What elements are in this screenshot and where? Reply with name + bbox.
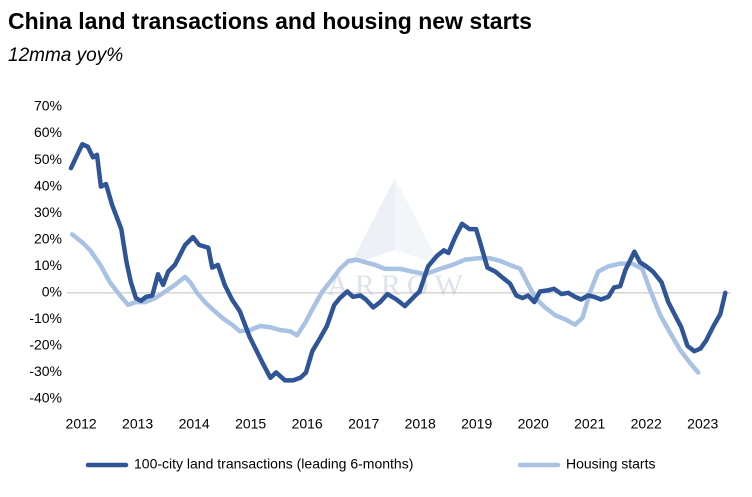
y-tick-label: 60%: [34, 124, 62, 140]
y-tick-label: -40%: [29, 390, 62, 406]
chart-subtitle: 12mma yoy%: [8, 45, 123, 66]
x-tick-label: 2015: [235, 416, 266, 432]
x-tick-label: 2017: [348, 416, 379, 432]
y-tick-label: -10%: [29, 310, 62, 326]
y-tick-label: 20%: [34, 230, 62, 246]
x-tick-label: 2016: [292, 416, 323, 432]
x-tick-label: 2019: [461, 416, 492, 432]
watermark-logo: [350, 178, 440, 265]
y-tick-label: 10%: [34, 257, 62, 273]
y-tick-label: 70%: [34, 98, 62, 114]
legend-label: Housing starts: [566, 456, 655, 472]
x-tick-label: 2020: [518, 416, 549, 432]
x-tick-label: 2014: [179, 416, 210, 432]
y-tick-label: 40%: [34, 177, 62, 193]
x-tick-label: 2018: [405, 416, 436, 432]
y-tick-label: 0%: [42, 284, 62, 300]
watermark: ARROW: [327, 269, 469, 302]
legend-label: 100-city land transactions (leading 6-mo…: [134, 456, 413, 472]
y-tick-label: -20%: [29, 337, 62, 353]
x-tick-label: 2021: [574, 416, 605, 432]
series-line: [69, 232, 701, 375]
x-tick-label: 2023: [687, 416, 718, 432]
x-tick-label: 2012: [66, 416, 97, 432]
y-tick-label: -30%: [29, 363, 62, 379]
x-tick-label: 2022: [631, 416, 662, 432]
chart-title: China land transactions and housing new …: [8, 8, 532, 34]
x-tick-label: 2013: [122, 416, 153, 432]
y-tick-label: 50%: [34, 151, 62, 167]
series-line: [68, 141, 728, 383]
y-tick-label: 30%: [34, 204, 62, 220]
